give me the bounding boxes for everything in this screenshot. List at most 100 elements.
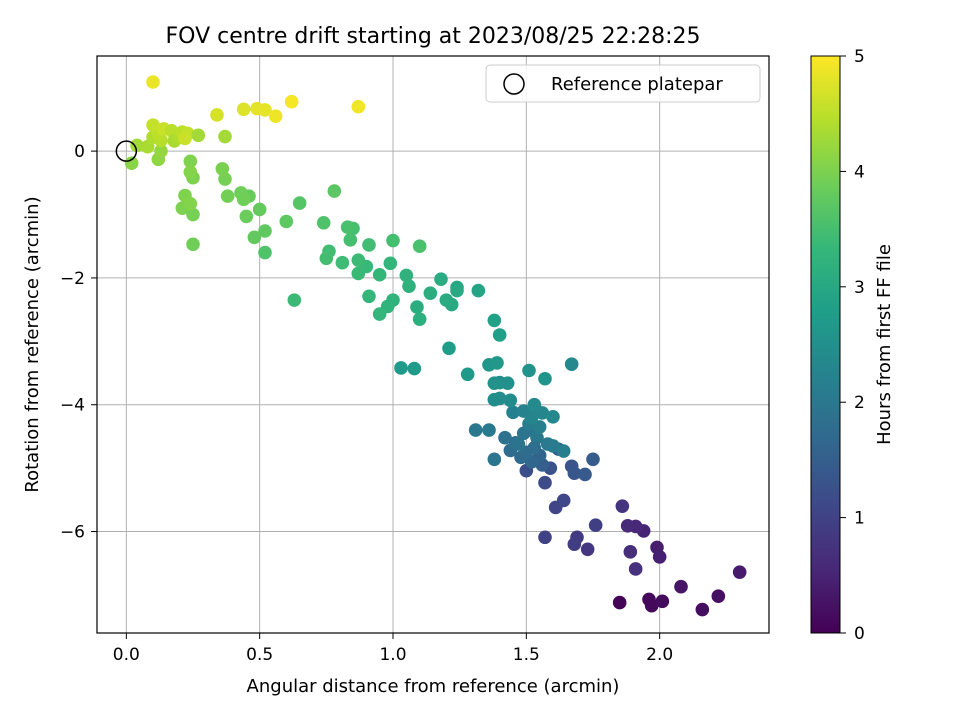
data-point — [146, 118, 160, 132]
data-point — [674, 579, 688, 594]
data-point — [588, 518, 603, 533]
x-tick-label: 1.0 — [379, 645, 406, 665]
y-tick-label: −6 — [60, 523, 85, 543]
colorbar-tick-label: 1 — [854, 509, 865, 529]
x-tick-label: 0.0 — [113, 645, 140, 665]
data-point — [284, 94, 299, 109]
data-point — [183, 165, 198, 179]
data-point — [492, 328, 507, 342]
data-point — [586, 452, 600, 467]
data-point — [191, 128, 206, 143]
data-point — [532, 420, 547, 434]
x-axis-label: Angular distance from reference (arcmin) — [247, 676, 620, 697]
data-point — [623, 545, 638, 559]
data-point — [279, 214, 294, 229]
data-point — [183, 196, 198, 211]
data-point — [186, 237, 200, 252]
data-point — [556, 444, 571, 458]
data-point — [612, 595, 627, 610]
data-point — [292, 196, 307, 210]
x-tick-label: 1.5 — [513, 645, 540, 665]
data-point — [423, 286, 438, 300]
data-point — [412, 239, 427, 254]
data-point — [258, 245, 272, 260]
data-point — [482, 423, 496, 437]
data-point — [487, 392, 502, 407]
data-point — [655, 594, 670, 609]
x-tick-label: 2.0 — [646, 645, 673, 665]
y-tick-label: 0 — [74, 142, 85, 162]
data-point — [183, 154, 198, 169]
data-point — [578, 467, 592, 482]
data-point — [506, 405, 520, 420]
chart-title: FOV centre drift starting at 2023/08/25 … — [166, 24, 701, 49]
data-point — [340, 220, 355, 234]
colorbar-tick-label: 5 — [854, 47, 865, 67]
data-point — [236, 192, 251, 207]
data-point — [410, 300, 424, 314]
data-point — [220, 189, 235, 203]
data-point — [247, 230, 262, 245]
data-point — [319, 251, 334, 266]
data-point — [351, 253, 366, 267]
data-point — [383, 256, 398, 271]
data-point — [372, 267, 387, 282]
data-point — [239, 209, 254, 224]
data-point — [567, 537, 582, 552]
data-point — [711, 589, 726, 604]
data-point — [620, 519, 635, 533]
data-point — [471, 283, 486, 298]
plot-frame — [96, 55, 770, 634]
data-point — [556, 493, 571, 508]
data-point — [503, 393, 518, 408]
data-point — [130, 138, 144, 153]
data-point — [522, 363, 536, 378]
data-point — [407, 361, 422, 376]
y-axis-ticks: 0 −2 −4 −6 — [60, 142, 97, 543]
grid-lines — [97, 56, 769, 633]
data-point — [439, 293, 454, 307]
data-point — [580, 542, 595, 557]
data-point — [412, 312, 427, 326]
data-point — [500, 376, 515, 390]
data-point — [564, 357, 579, 371]
y-axis-label: Rotation from reference (arcmin) — [22, 196, 43, 492]
data-point — [258, 103, 272, 117]
data-point — [460, 367, 475, 382]
data-point — [628, 562, 643, 576]
legend-box — [485, 64, 761, 103]
data-point — [442, 341, 456, 356]
data-point — [351, 99, 366, 114]
data-point — [394, 361, 408, 375]
data-point — [399, 268, 414, 283]
colorbar-label: Hours from first FF file — [874, 244, 895, 445]
legend-label: Reference platepar — [551, 74, 723, 95]
data-point — [252, 202, 267, 217]
colorbar-tick-label: 0 — [854, 624, 865, 644]
data-point — [644, 598, 659, 613]
data-point — [490, 356, 504, 370]
data-point — [287, 293, 302, 307]
data-point — [351, 266, 366, 281]
colorbar — [810, 55, 841, 634]
data-point — [546, 439, 560, 453]
data-point — [146, 75, 160, 89]
data-point — [316, 215, 331, 230]
x-axis-ticks: 0.0 0.5 1.0 1.5 2.0 — [113, 633, 673, 665]
data-point — [236, 102, 251, 117]
data-point — [487, 376, 502, 390]
colorbar-tick-label: 3 — [854, 278, 865, 298]
data-point — [450, 283, 464, 298]
data-point — [186, 207, 200, 222]
data-point — [546, 409, 560, 424]
data-point — [154, 144, 168, 158]
data-point — [615, 499, 630, 513]
y-tick-label: −4 — [60, 396, 85, 416]
scatter-points — [124, 75, 747, 617]
data-point — [695, 602, 710, 617]
data-point — [468, 423, 483, 437]
data-point — [538, 475, 552, 490]
data-point — [327, 184, 342, 198]
data-point — [372, 307, 387, 321]
data-point — [124, 156, 139, 170]
